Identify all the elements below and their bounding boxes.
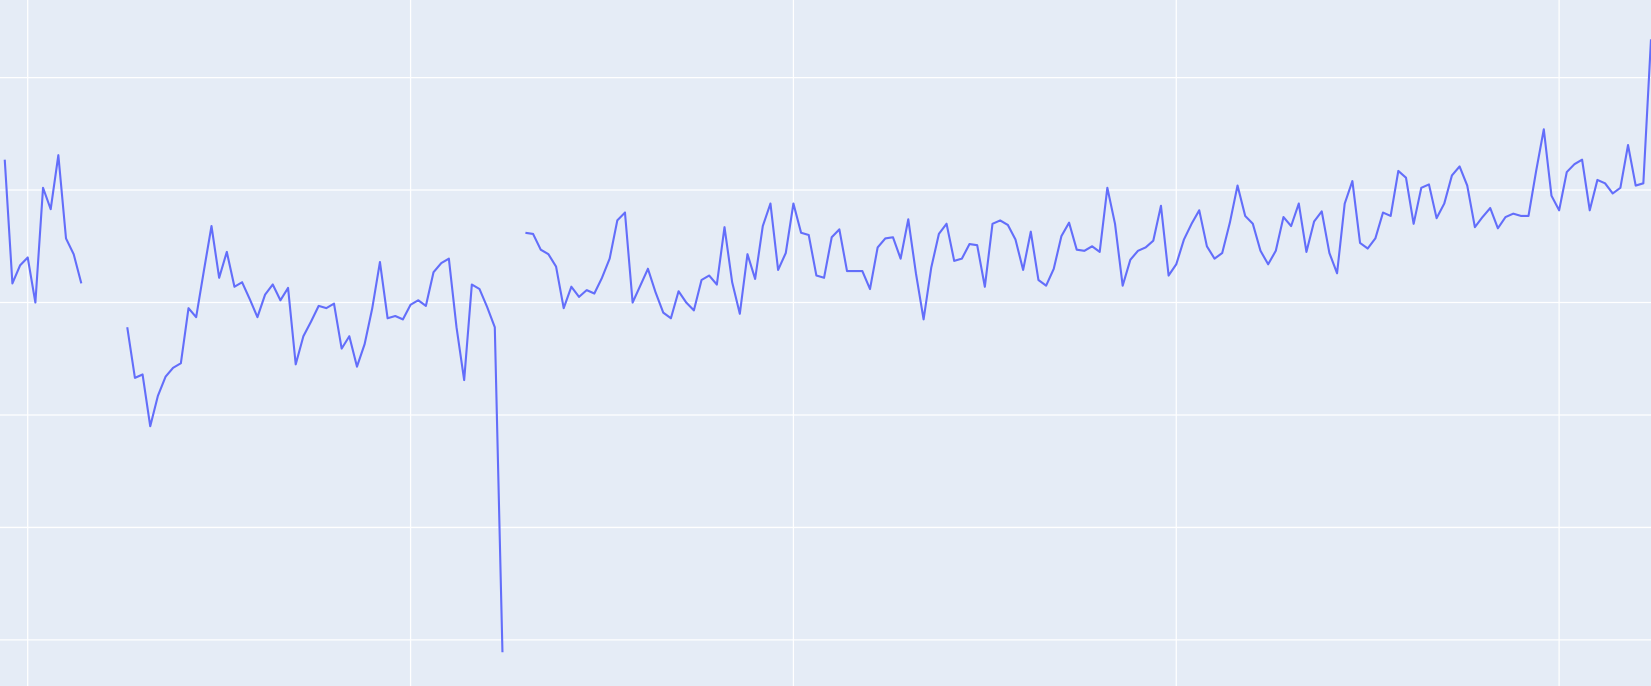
line-series bbox=[3, 39, 1651, 653]
